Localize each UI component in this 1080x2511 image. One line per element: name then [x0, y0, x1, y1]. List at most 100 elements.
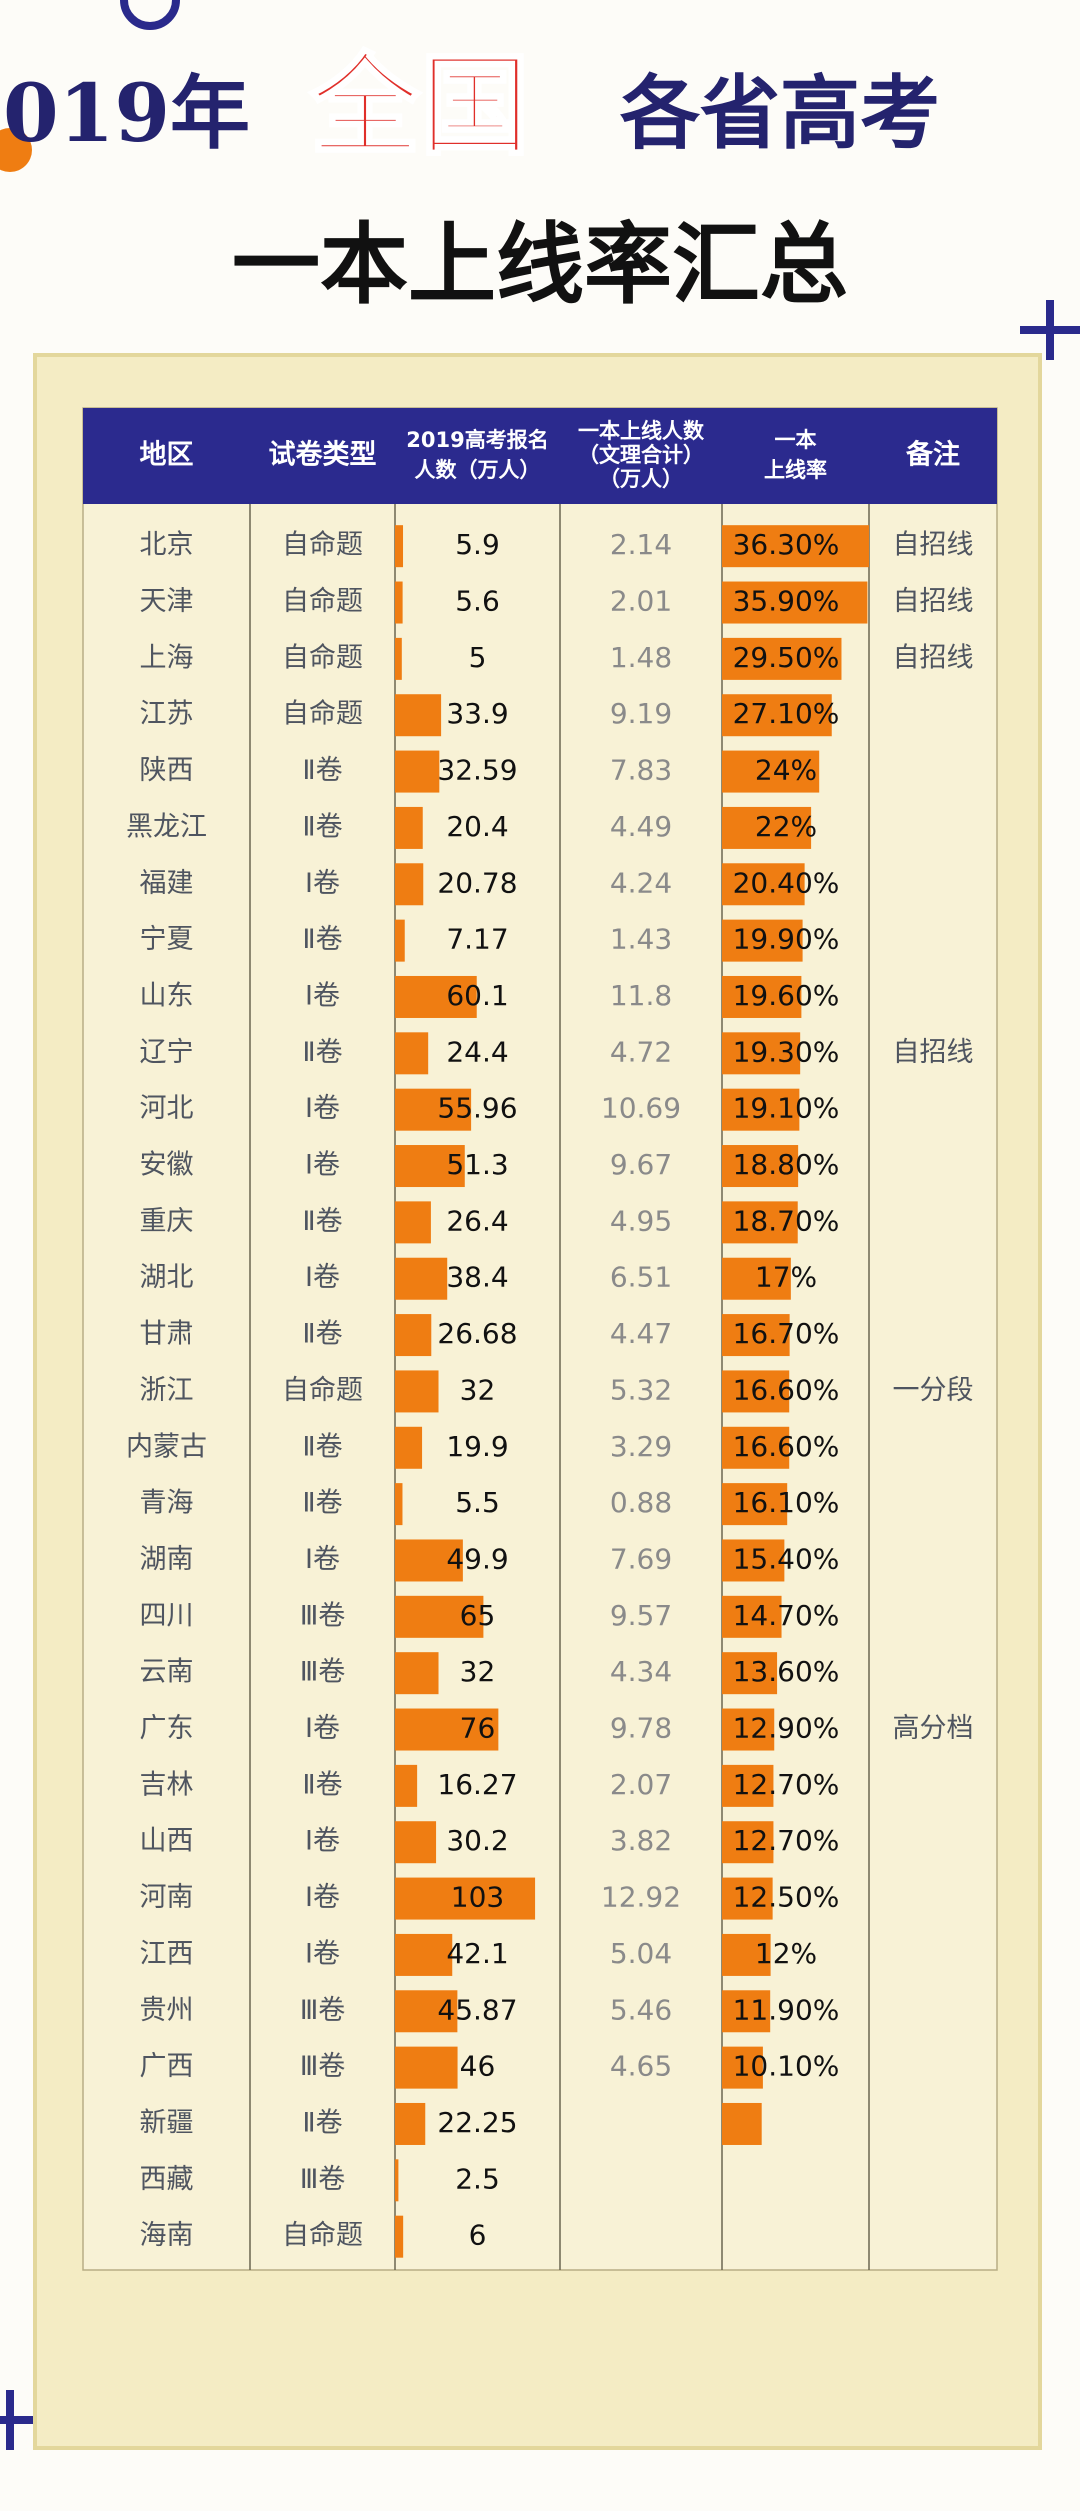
applicants-bar [395, 2215, 404, 2258]
paper-type: Ⅰ卷 [305, 1826, 340, 1857]
paper-type: Ⅱ卷 [302, 1037, 342, 1068]
header-cell: 上线率 [764, 458, 827, 482]
paper-type: Ⅱ卷 [302, 1206, 342, 1237]
applicants: 55.96 [437, 1092, 517, 1125]
region: 河北 [140, 1093, 194, 1124]
applicants-bar [395, 1821, 437, 1864]
applicants: 38.4 [446, 1261, 508, 1294]
header-cell: 人数（万人） [415, 458, 541, 482]
region: 贵州 [140, 1995, 194, 2026]
applicants: 32.59 [437, 754, 517, 787]
applicants-bar [395, 806, 423, 849]
region: 甘肃 [140, 1319, 194, 1350]
rate-bar [722, 581, 868, 624]
first-tier: 11.8 [610, 979, 672, 1012]
applicants: 6 [469, 2219, 487, 2252]
title-line2: 一本上线率汇总 [232, 212, 848, 316]
applicants: 26.68 [437, 1317, 517, 1350]
applicants: 24.4 [446, 1035, 508, 1068]
applicants: 33.9 [446, 697, 508, 730]
applicants-bar [395, 581, 403, 624]
first-tier: 9.57 [610, 1599, 672, 1632]
applicants-bar [395, 1539, 463, 1582]
applicants: 5 [469, 641, 487, 674]
paper-type: Ⅲ卷 [300, 1995, 346, 2026]
paper-type: Ⅱ卷 [302, 1488, 342, 1519]
region: 上海 [140, 642, 194, 673]
rate: 18.70% [733, 1204, 840, 1237]
applicants: 19.9 [446, 1430, 508, 1463]
rate-bar [722, 919, 803, 962]
header-cell: 试卷类型 [269, 440, 377, 471]
paper-type: Ⅰ卷 [305, 1544, 340, 1575]
rate: 35.90% [733, 585, 840, 618]
paper-type: Ⅱ卷 [302, 1769, 342, 1800]
note: 自招线 [893, 586, 974, 617]
first-tier: 2.14 [610, 528, 672, 561]
first-tier: 4.34 [610, 1655, 672, 1688]
header-cell: 一本 [775, 428, 817, 452]
first-tier: 5.04 [610, 1937, 672, 1970]
first-tier: 4.72 [610, 1035, 672, 1068]
applicants-bar [395, 637, 402, 680]
region: 辽宁 [140, 1037, 194, 1068]
region: 重庆 [140, 1206, 194, 1237]
paper-type: Ⅰ卷 [305, 1713, 340, 1744]
applicants: 42.1 [446, 1937, 508, 1970]
paper-type: 自命题 [282, 699, 363, 730]
first-tier: 4.65 [610, 2050, 672, 2083]
applicants: 7.17 [446, 923, 508, 956]
first-tier: 9.67 [610, 1148, 672, 1181]
rate: 20.40% [733, 866, 840, 899]
deco-plus [1020, 300, 1080, 360]
header-cell: （万人） [599, 467, 683, 491]
note: 自招线 [893, 1037, 974, 1068]
applicants-bar [395, 1032, 429, 1075]
table-header [83, 408, 997, 504]
header-cell: （文理合计） [578, 443, 704, 467]
applicants-bar [395, 863, 424, 906]
first-tier: 5.46 [610, 1993, 672, 2026]
rate: 16.10% [733, 1486, 840, 1519]
rate: 36.30% [733, 528, 840, 561]
region: 青海 [140, 1488, 194, 1519]
rate-bar [722, 1201, 798, 1244]
rate-bar [722, 1764, 774, 1807]
rate: 19.60% [733, 979, 840, 1012]
rate-bar [722, 1595, 782, 1638]
rate: 12.70% [733, 1824, 840, 1857]
paper-type: Ⅱ卷 [302, 924, 342, 955]
applicants: 2.5 [455, 2162, 500, 2195]
applicants: 76 [460, 1712, 496, 1745]
rate: 12% [755, 1937, 817, 1970]
rate-bar [722, 806, 812, 849]
rate-bar [722, 1088, 800, 1131]
first-tier: 5.32 [610, 1373, 672, 1406]
rate-bar [722, 1483, 788, 1526]
region: 吉林 [140, 1769, 194, 1800]
first-tier: 10.69 [601, 1092, 681, 1125]
rate: 19.30% [733, 1035, 840, 1068]
rate-bar [722, 1032, 801, 1075]
paper-type: Ⅰ卷 [305, 980, 340, 1011]
rate-bar [722, 2102, 762, 2145]
applicants: 32 [460, 1655, 496, 1688]
rate: 12.70% [733, 1768, 840, 1801]
region: 云南 [140, 1657, 194, 1688]
applicants: 49.9 [446, 1542, 508, 1575]
first-tier: 7.83 [610, 754, 672, 787]
first-tier: 9.19 [610, 697, 672, 730]
header-cell: 地区 [140, 440, 194, 471]
region: 四川 [140, 1600, 194, 1631]
region: 湖南 [140, 1544, 194, 1575]
rate: 14.70% [733, 1599, 840, 1632]
applicants-bar [395, 2102, 426, 2145]
first-tier: 4.47 [610, 1317, 672, 1350]
rate-bar [722, 525, 870, 568]
applicants-bar [395, 1201, 431, 1244]
rate-bar [722, 1933, 771, 1976]
region: 广东 [140, 1713, 194, 1744]
region: 黑龙江 [126, 811, 207, 842]
applicants-bar [395, 1652, 439, 1695]
